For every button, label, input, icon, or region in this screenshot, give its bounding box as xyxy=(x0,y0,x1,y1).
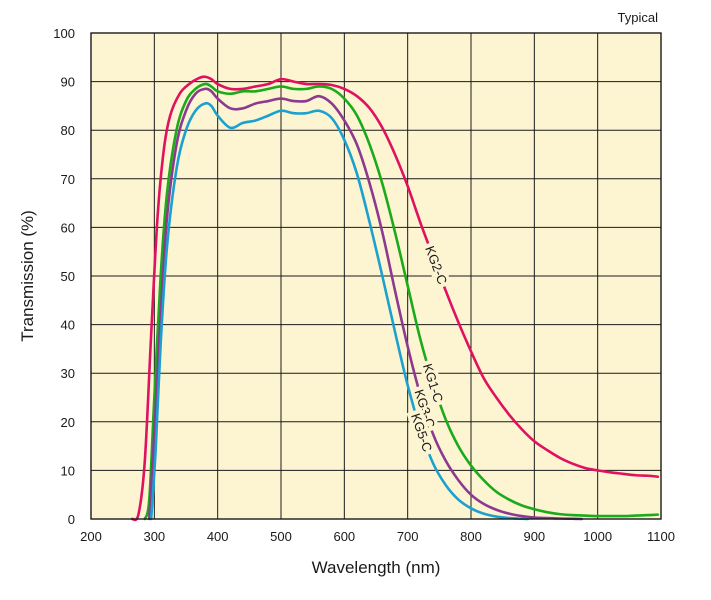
series-line-kg2-c xyxy=(130,75,660,522)
y-tick-labels: 0 10 20 30 40 50 60 70 80 90 100 xyxy=(53,26,75,527)
y-tick-label: 90 xyxy=(61,75,75,90)
series-label-gap xyxy=(406,408,437,457)
y-tick-label: 50 xyxy=(61,269,75,284)
x-tick-label: 1100 xyxy=(647,529,675,544)
series-line-kg1-c xyxy=(143,82,660,521)
x-tick-label: 600 xyxy=(333,529,355,544)
y-axis-title: Transmission (%) xyxy=(18,210,37,342)
x-tick-label: 300 xyxy=(143,529,165,544)
x-tick-label: 800 xyxy=(460,529,482,544)
series-line-kg3-c xyxy=(147,87,584,521)
y-tick-label: 70 xyxy=(61,172,75,187)
plot-frame xyxy=(90,32,662,520)
y-tick-label: 10 xyxy=(61,463,75,478)
y-tick-label: 80 xyxy=(61,123,75,138)
y-tick-label: 100 xyxy=(53,26,75,41)
x-tick-label: 500 xyxy=(270,529,292,544)
x-axis-title: Wavelength (nm) xyxy=(312,558,441,577)
series-line-kg5-c xyxy=(149,101,530,521)
chart-note: Typical xyxy=(618,10,659,25)
series-label-gap xyxy=(420,240,452,290)
x-tick-label: 900 xyxy=(523,529,545,544)
x-tick-label: 200 xyxy=(80,529,102,544)
y-tick-label: 0 xyxy=(68,512,75,527)
x-tick-labels: 200 300 400 500 600 700 800 900 1000 1100 xyxy=(80,529,675,544)
y-tick-label: 60 xyxy=(61,220,75,235)
grid-lines xyxy=(91,33,661,519)
x-tick-label: 400 xyxy=(207,529,229,544)
y-tick-label: 20 xyxy=(61,415,75,430)
series-label-gap xyxy=(418,358,448,408)
y-tick-label: 30 xyxy=(61,366,75,381)
y-tick-label: 40 xyxy=(61,318,75,333)
x-tick-label: 1000 xyxy=(583,529,612,544)
series-label-gap xyxy=(410,384,440,434)
x-tick-label: 700 xyxy=(397,529,419,544)
